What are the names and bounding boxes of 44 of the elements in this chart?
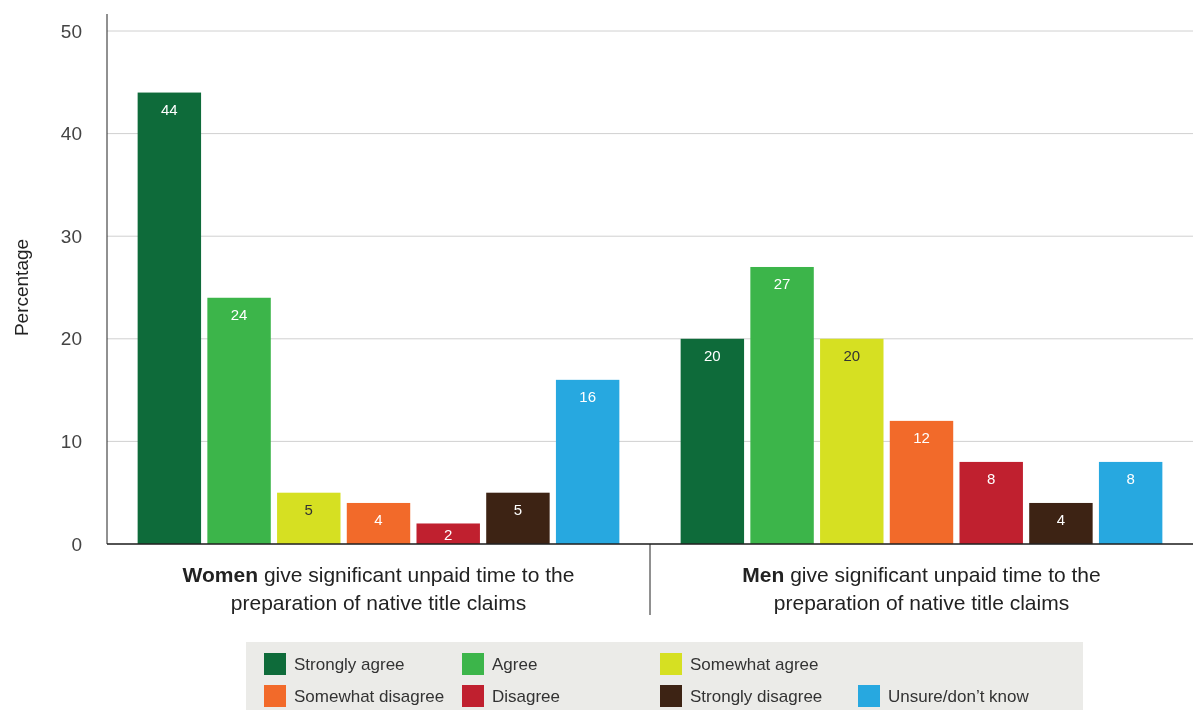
data-label: 24 — [230, 305, 248, 323]
y-tick-label: 50 — [60, 20, 82, 42]
data-label: 2 — [444, 526, 453, 543]
data-label: 5 — [513, 500, 523, 518]
legend-label: Strongly agree — [294, 654, 405, 674]
bar — [277, 492, 341, 544]
bar — [1029, 502, 1093, 544]
data-label: 12 — [913, 428, 930, 446]
y-tick-label: 30 — [60, 225, 82, 247]
data-label: 20 — [843, 346, 861, 364]
bar — [820, 338, 884, 544]
bar — [680, 338, 745, 544]
legend-label: Agree — [492, 654, 538, 674]
data-label: 44 — [161, 100, 178, 118]
y-tick-label: 10 — [60, 431, 82, 453]
x-tick-label: Women give significant unpaid time to the preparation of native title claims — [182, 563, 575, 614]
data-label: 8 — [1126, 469, 1135, 487]
data-label: 5 — [304, 500, 313, 518]
data-label: 20 — [704, 346, 721, 364]
data-label: 4 — [1056, 510, 1066, 528]
legend-label: Strongly disagree — [690, 686, 823, 706]
y-tick-label: 20 — [60, 328, 82, 350]
bar — [207, 297, 271, 544]
data-label: 4 — [374, 510, 383, 528]
x-tick-label: Men give significant unpaid time to the preparation of native title claims — [742, 563, 1101, 614]
bar — [555, 379, 620, 544]
bar — [959, 461, 1023, 544]
bar — [750, 266, 814, 544]
legend-label: Somewhat agree — [690, 654, 819, 674]
bar — [1098, 461, 1163, 544]
legend-label: Disagree — [492, 686, 561, 706]
data-label: 8 — [987, 469, 996, 487]
bar — [889, 420, 954, 544]
legend-label: Somewhat disagree — [294, 686, 445, 706]
bar — [137, 92, 202, 544]
legend-label: Unsure/don’t know — [888, 686, 1030, 706]
y-tick-label: 40 — [60, 123, 82, 145]
y-axis-title: Percentage — [11, 238, 32, 337]
data-label: 16 — [579, 387, 596, 405]
data-label: 27 — [773, 274, 791, 292]
bar — [486, 492, 550, 544]
bar — [416, 523, 480, 544]
y-tick-label: 0 — [71, 533, 82, 555]
bar — [346, 502, 411, 544]
